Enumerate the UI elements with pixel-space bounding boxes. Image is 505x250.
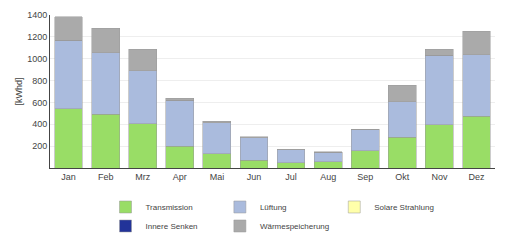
svg-text:400: 400: [32, 119, 47, 129]
svg-text:Innere Senken: Innere Senken: [146, 222, 198, 231]
svg-text:Dez: Dez: [468, 172, 485, 182]
svg-text:Sep: Sep: [357, 172, 373, 182]
svg-text:Jul: Jul: [285, 172, 297, 182]
svg-text:Transmission: Transmission: [146, 203, 193, 212]
svg-text:200: 200: [32, 141, 47, 151]
svg-text:1000: 1000: [27, 54, 47, 64]
svg-text:600: 600: [32, 98, 47, 108]
svg-text:Feb: Feb: [98, 172, 114, 182]
svg-text:800: 800: [32, 76, 47, 86]
svg-text:Wärmespeicherung: Wärmespeicherung: [260, 222, 329, 231]
svg-text:1200: 1200: [27, 32, 47, 42]
svg-text:Aug: Aug: [320, 172, 336, 182]
svg-text:Jun: Jun: [247, 172, 262, 182]
svg-text:Mrz: Mrz: [135, 172, 150, 182]
svg-text:Okt: Okt: [395, 172, 410, 182]
svg-text:Jan: Jan: [61, 172, 76, 182]
svg-text:Mai: Mai: [210, 172, 225, 182]
svg-text:1400: 1400: [27, 10, 47, 20]
svg-text:Solare Strahlung: Solare Strahlung: [374, 203, 434, 212]
svg-text:Lüftung: Lüftung: [260, 203, 287, 212]
svg-text:Apr: Apr: [173, 172, 187, 182]
svg-text:[kWhd]: [kWhd]: [14, 77, 24, 105]
svg-text:Nov: Nov: [431, 172, 448, 182]
